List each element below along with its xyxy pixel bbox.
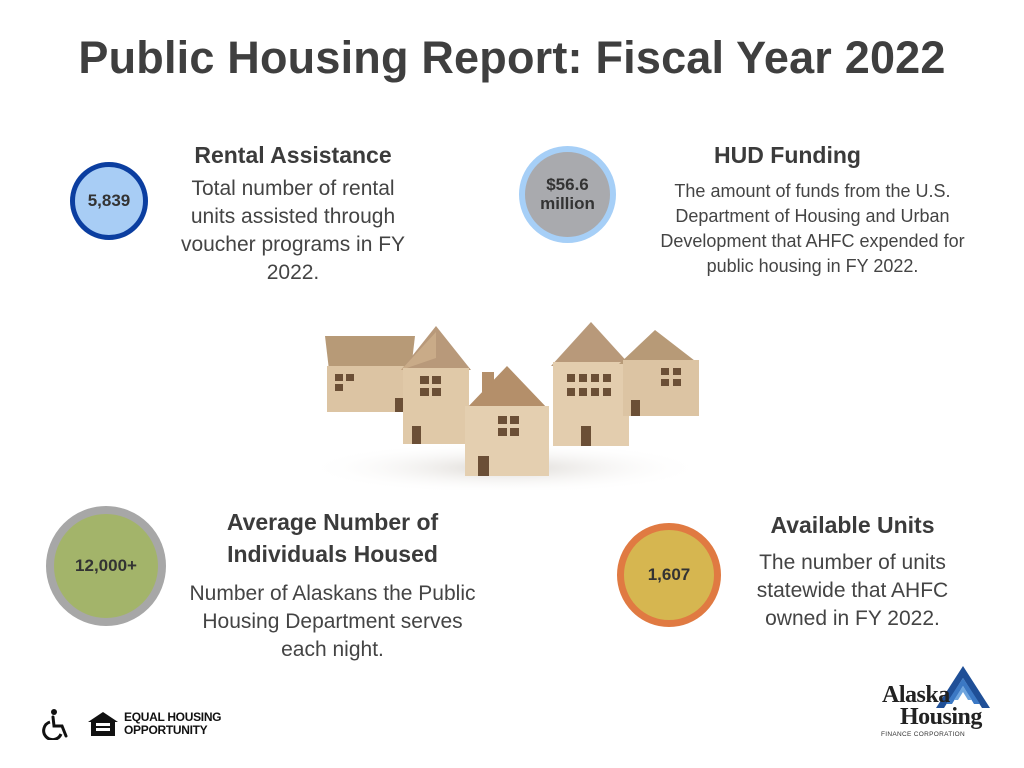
eho-line-1: EQUAL HOUSING bbox=[124, 710, 222, 724]
rental-assistance-description: Total number of rental units assisted th… bbox=[180, 177, 406, 284]
ahfc-logo-line-2: Housing bbox=[900, 704, 982, 730]
individuals-housed-block: Average Number of Individuals Housed Num… bbox=[185, 506, 480, 664]
hud-funding-value: $56.6 bbox=[546, 174, 589, 194]
ahfc-logo-line-3: FINANCE CORPORATION bbox=[881, 731, 965, 738]
house-left-tall bbox=[401, 326, 471, 444]
house-far-right bbox=[619, 330, 699, 416]
equal-housing-opportunity-label: EQUAL HOUSING OPPORTUNITY bbox=[124, 710, 222, 737]
equal-housing-house-icon bbox=[88, 712, 118, 736]
rental-assistance-block: Rental Assistance Total number of rental… bbox=[168, 142, 418, 287]
house-right-tall bbox=[551, 322, 631, 446]
hud-funding-stat-circle: $56.6 million bbox=[519, 146, 616, 243]
ahfc-mountain-icon bbox=[936, 666, 990, 708]
eho-line-2: OPPORTUNITY bbox=[124, 723, 208, 737]
wheelchair-icon bbox=[42, 709, 68, 740]
available-units-description: The number of units statewide that AHFC … bbox=[756, 551, 949, 630]
available-units-stat-circle: 1,607 bbox=[617, 523, 721, 627]
footer-compliance-logos: EQUAL HOUSING OPPORTUNITY bbox=[42, 706, 222, 742]
individuals-housed-stat-circle: 12,000+ bbox=[46, 506, 166, 626]
individuals-housed-heading: Average Number of Individuals Housed bbox=[226, 509, 439, 567]
wooden-houses-illustration bbox=[305, 322, 705, 490]
hud-funding-value-unit: million bbox=[540, 193, 595, 213]
available-units-heading: Available Units bbox=[770, 512, 935, 538]
hud-funding-block: HUD Funding The amount of funds from the… bbox=[640, 142, 985, 279]
page-title: Public Housing Report: Fiscal Year 2022 bbox=[78, 32, 946, 83]
individuals-housed-value: 12,000+ bbox=[75, 555, 137, 575]
rental-assistance-stat-circle: 5,839 bbox=[70, 162, 148, 240]
hud-funding-heading: HUD Funding bbox=[714, 142, 861, 168]
hud-funding-description: The amount of funds from the U.S. Depart… bbox=[660, 181, 965, 276]
house-far-left bbox=[325, 336, 415, 412]
individuals-housed-description: Number of Alaskans the Public Housing De… bbox=[189, 582, 476, 661]
available-units-value: 1,607 bbox=[647, 564, 691, 584]
available-units-block: Available Units The number of units stat… bbox=[735, 512, 970, 633]
ahfc-logo: Alaska Housing FINANCE CORPORATION bbox=[878, 664, 998, 744]
ahfc-logo-line-1: Alaska bbox=[882, 682, 950, 708]
rental-assistance-value: 5,839 bbox=[87, 190, 131, 210]
house-center bbox=[465, 366, 549, 476]
rental-assistance-heading: Rental Assistance bbox=[194, 142, 392, 168]
